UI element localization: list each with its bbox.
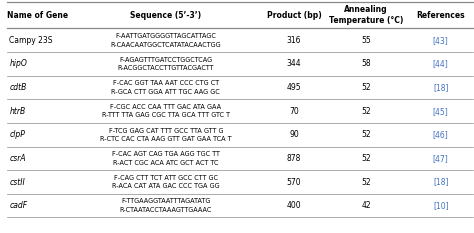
Text: htrB: htrB	[9, 107, 26, 116]
Text: [45]: [45]	[433, 107, 448, 116]
Text: 344: 344	[287, 59, 301, 69]
Text: 52: 52	[361, 130, 371, 139]
Text: Campy 23S: Campy 23S	[9, 36, 53, 45]
Text: Sequence (5’-3’): Sequence (5’-3’)	[130, 11, 201, 20]
Text: F-CGC ACC CAA TTT GAC ATA GAA
R-TTT TTA GAG CGC TTA GCA TTT GTC T: F-CGC ACC CAA TTT GAC ATA GAA R-TTT TTA …	[102, 104, 230, 118]
Text: [44]: [44]	[433, 59, 448, 69]
Text: F-TCG GAG CAT TTT GCC TTA GTT G
R-CTC CAC CTA AAG GTT GAT GAA TCA T: F-TCG GAG CAT TTT GCC TTA GTT G R-CTC CA…	[100, 127, 232, 142]
Text: 52: 52	[361, 154, 371, 163]
Text: F-CAC AGT CAG TGA AGG TGC TT
R-ACT CGC ACA ATC GCT ACT TC: F-CAC AGT CAG TGA AGG TGC TT R-ACT CGC A…	[112, 151, 220, 166]
Text: cdtB: cdtB	[9, 83, 27, 92]
Text: csrA: csrA	[9, 154, 26, 163]
Text: F-CAC GGT TAA AAT CCC CTG CT
R-GCA CTT GGA ATT TGC AAG GC: F-CAC GGT TAA AAT CCC CTG CT R-GCA CTT G…	[111, 80, 220, 95]
Text: [10]: [10]	[433, 201, 448, 210]
Text: Annealing
Temperature (°C): Annealing Temperature (°C)	[329, 5, 403, 25]
Text: 570: 570	[287, 178, 301, 187]
Text: F-CAG CTT TCT ATT GCC CTT GC
R-ACA CAT ATA GAC CCC TGA GG: F-CAG CTT TCT ATT GCC CTT GC R-ACA CAT A…	[112, 175, 219, 189]
Text: F-AGAGTTTGATCCTGGCTCAG
R-ACGGCTACCTTGTTACGACTT: F-AGAGTTTGATCCTGGCTCAG R-ACGGCTACCTTGTTA…	[118, 57, 214, 71]
Text: 42: 42	[361, 201, 371, 210]
Text: 52: 52	[361, 83, 371, 92]
Text: hipO: hipO	[9, 59, 27, 69]
Text: [46]: [46]	[433, 130, 448, 139]
Text: 316: 316	[287, 36, 301, 45]
Text: Name of Gene: Name of Gene	[7, 11, 68, 20]
Text: [18]: [18]	[433, 83, 448, 92]
Text: clpP: clpP	[9, 130, 25, 139]
Text: 70: 70	[289, 107, 299, 116]
Text: cadF: cadF	[9, 201, 27, 210]
Text: 52: 52	[361, 107, 371, 116]
Text: 90: 90	[289, 130, 299, 139]
Text: [43]: [43]	[433, 36, 448, 45]
Text: 58: 58	[361, 59, 371, 69]
Text: Product (bp): Product (bp)	[266, 11, 321, 20]
Text: [47]: [47]	[433, 154, 448, 163]
Text: F-TTGAAGGTAATTTAGATATG
R-CTAATACCTAAAGTTGAAAC: F-TTGAAGGTAATTTAGATATG R-CTAATACCTAAAGTT…	[119, 199, 212, 213]
Text: 55: 55	[361, 36, 371, 45]
Text: cstII: cstII	[9, 178, 25, 187]
Text: F-AATTGATGGGGTTAGCATTAGC
R-CAACAATGGCTCATATACAACTGG: F-AATTGATGGGGTTAGCATTAGC R-CAACAATGGCTCA…	[110, 33, 221, 48]
Text: References: References	[416, 11, 465, 20]
Text: 495: 495	[287, 83, 301, 92]
Text: [18]: [18]	[433, 178, 448, 187]
Text: 52: 52	[361, 178, 371, 187]
Text: 400: 400	[287, 201, 301, 210]
Text: 878: 878	[287, 154, 301, 163]
